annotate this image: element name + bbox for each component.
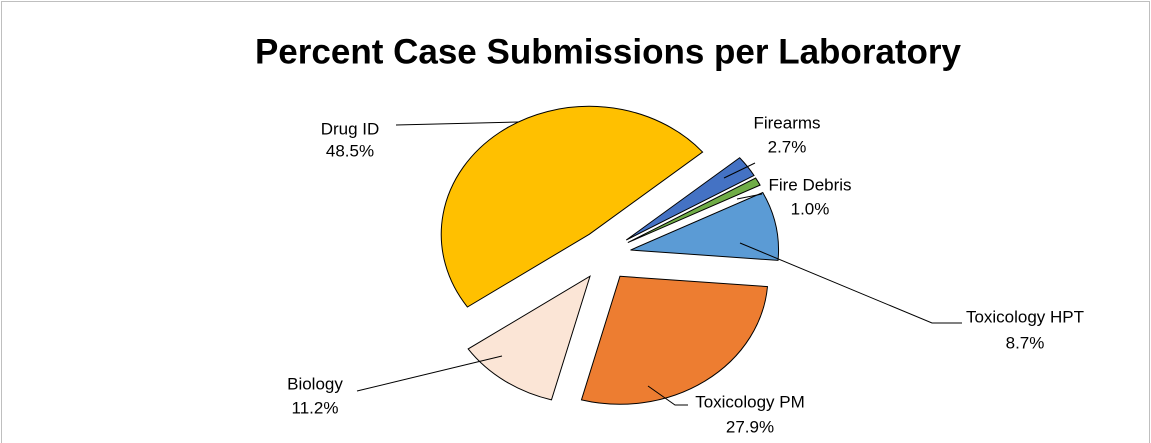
leader-line bbox=[647, 385, 688, 406]
category-label: Drug ID bbox=[321, 119, 380, 138]
value-label: 27.9% bbox=[726, 417, 774, 436]
pie-slice bbox=[627, 177, 761, 244]
value-label: 8.7% bbox=[1006, 333, 1045, 352]
category-label: Firearms bbox=[753, 113, 820, 132]
value-label: 48.5% bbox=[326, 141, 374, 160]
category-label: Toxicology HPT bbox=[966, 307, 1084, 326]
value-label: 1.0% bbox=[791, 199, 830, 218]
chart-title: Percent Case Submissions per Laboratory bbox=[255, 32, 962, 71]
value-label: 2.7% bbox=[768, 137, 807, 156]
leader-line bbox=[723, 162, 756, 179]
pie-slice bbox=[580, 275, 769, 405]
category-label: Fire Debris bbox=[768, 175, 851, 194]
pie-slice bbox=[467, 275, 591, 401]
leader-line bbox=[739, 242, 962, 324]
pie-slice bbox=[440, 105, 704, 308]
category-label: Biology bbox=[287, 374, 343, 393]
category-label: Toxicology PM bbox=[695, 392, 805, 411]
leader-line bbox=[395, 121, 519, 126]
leader-line bbox=[356, 355, 503, 392]
value-label: 11.2% bbox=[292, 398, 339, 417]
leader-line bbox=[736, 193, 763, 200]
